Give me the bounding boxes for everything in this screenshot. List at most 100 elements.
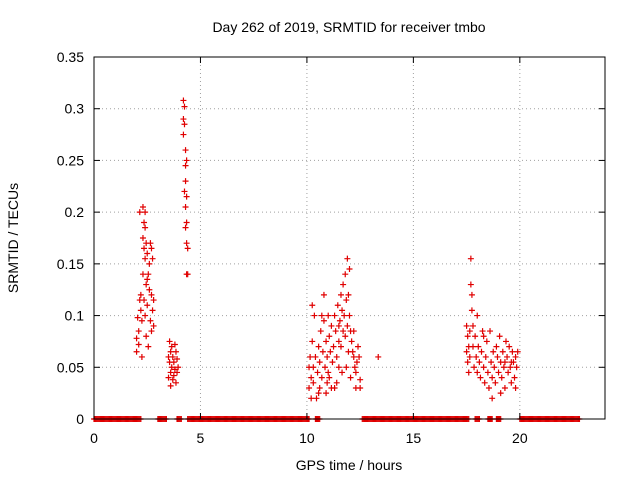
- data-point: [344, 255, 351, 262]
- data-point: [502, 338, 509, 345]
- data-point: [141, 297, 148, 304]
- data-point: [346, 312, 353, 319]
- data-point: [141, 219, 148, 226]
- data-point: [135, 328, 142, 335]
- data-point: [356, 353, 363, 360]
- data-point: [478, 348, 485, 355]
- data-point: [170, 359, 177, 366]
- y-tick-label: 0.1: [65, 308, 85, 324]
- data-point: [183, 240, 190, 247]
- data-point: [468, 291, 475, 298]
- data-point: [346, 266, 353, 273]
- data-point: [144, 302, 151, 309]
- data-point: [481, 379, 488, 386]
- data-point: [480, 364, 487, 371]
- data-point: [508, 359, 515, 366]
- data-point: [316, 359, 323, 366]
- data-point: [169, 376, 176, 383]
- y-tick-label: 0.15: [57, 256, 84, 272]
- data-point: [337, 343, 344, 350]
- data-point: [181, 188, 188, 195]
- data-point: [306, 384, 313, 391]
- data-point: [320, 317, 327, 324]
- data-point: [375, 353, 382, 360]
- data-point: [311, 312, 318, 319]
- data-point: [347, 374, 354, 381]
- data-point: [508, 379, 515, 386]
- data-point: [139, 271, 146, 278]
- data-point: [146, 260, 153, 267]
- data-point: [345, 348, 352, 355]
- chart-title: Day 262 of 2019, SRMTID for receiver tmb…: [212, 19, 485, 35]
- data-point: [325, 369, 332, 376]
- data-point: [483, 338, 490, 345]
- data-point: [355, 343, 362, 350]
- data-point: [500, 364, 507, 371]
- data-point: [464, 359, 471, 366]
- data-point: [343, 297, 350, 304]
- data-point: [141, 245, 148, 252]
- data-point: [310, 379, 317, 386]
- data-point: [493, 343, 500, 350]
- data-point: [353, 359, 360, 366]
- data-point: [326, 374, 333, 381]
- data-point: [150, 322, 157, 329]
- data-point: [169, 353, 176, 360]
- data-point: [183, 157, 190, 164]
- y-tick-label: 0: [76, 411, 84, 427]
- data-point: [322, 364, 329, 371]
- data-point: [139, 235, 146, 241]
- data-point: [333, 379, 340, 386]
- data-point: [330, 343, 337, 350]
- data-point: [340, 281, 347, 288]
- data-point: [183, 219, 190, 226]
- y-axis-label: SRMTID / TECUs: [5, 183, 21, 293]
- data-point: [182, 178, 189, 185]
- data-point: [482, 353, 489, 360]
- data-point: [331, 312, 338, 319]
- data-point: [314, 369, 321, 376]
- data-point: [184, 245, 191, 252]
- data-point: [171, 366, 178, 373]
- data-point: [471, 364, 478, 371]
- data-point: [506, 343, 513, 350]
- data-point: [474, 369, 481, 376]
- data-point: [174, 356, 181, 363]
- data-point: [333, 353, 340, 360]
- data-point: [490, 348, 497, 355]
- data-point: [488, 359, 495, 366]
- data-point: [143, 333, 150, 340]
- data-point: [504, 353, 511, 360]
- data-point: [468, 307, 475, 314]
- data-point: [348, 338, 355, 345]
- data-point: [307, 353, 314, 360]
- data-point: [466, 353, 473, 360]
- data-point: [143, 281, 150, 288]
- data-point: [341, 312, 348, 319]
- data-point: [476, 359, 483, 366]
- data-point: [320, 291, 327, 298]
- data-point: [323, 338, 330, 345]
- data-point: [172, 348, 179, 355]
- data-point: [335, 364, 342, 371]
- data-point: [181, 103, 188, 110]
- data-point: [469, 322, 476, 329]
- data-point: [497, 390, 504, 397]
- data-point: [494, 353, 501, 360]
- data-point: [352, 369, 359, 376]
- data-point: [334, 302, 341, 309]
- data-point: [345, 291, 352, 298]
- data-point: [329, 359, 336, 366]
- data-point: [135, 341, 142, 348]
- grid-layer: [94, 57, 605, 419]
- data-point: [148, 328, 155, 335]
- data-point: [325, 312, 332, 319]
- data-point: [183, 193, 190, 200]
- data-point: [134, 314, 141, 321]
- plot-frame: [93, 56, 606, 420]
- data-point: [171, 341, 178, 348]
- data-point: [181, 121, 188, 128]
- data-point: [184, 271, 191, 278]
- data-point: [501, 359, 508, 366]
- data-point: [149, 255, 156, 262]
